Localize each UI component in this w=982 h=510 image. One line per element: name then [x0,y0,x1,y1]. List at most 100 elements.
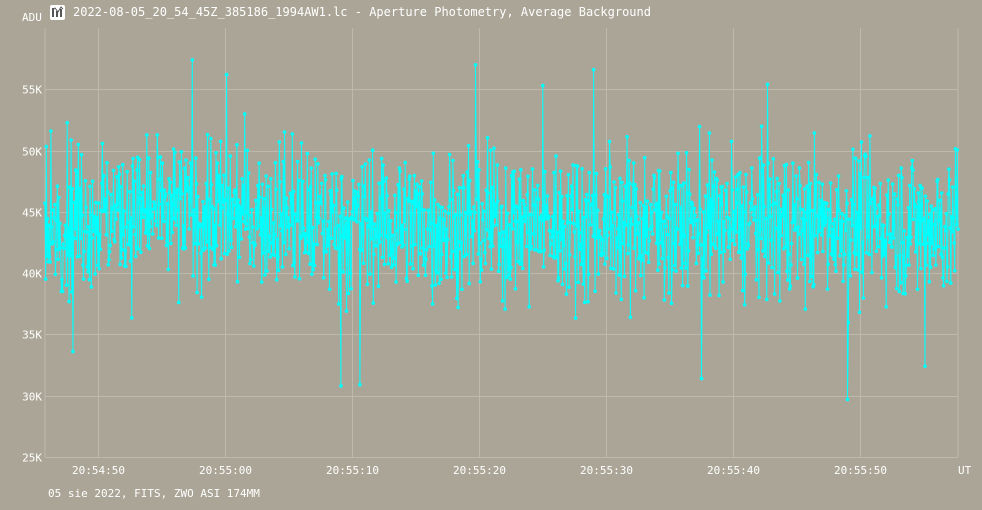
data-point [329,236,334,241]
data-point [193,242,197,246]
data-point [319,181,324,186]
data-point [171,147,176,151]
data-point [576,280,580,285]
data-point [932,247,936,251]
data-point [746,243,751,248]
data-point [391,233,395,238]
data-point [534,248,539,252]
data-point [731,238,735,243]
data-point [395,228,400,233]
data-point [262,196,267,201]
data-point [777,181,781,186]
data-point [644,205,648,210]
data-point [88,213,93,217]
data-point [293,275,297,279]
data-point [857,159,861,163]
data-point [825,287,830,291]
data-point [955,148,960,152]
data-point [254,198,258,203]
data-point [404,227,408,232]
data-point [218,139,223,144]
data-point [701,210,706,214]
data-point [627,158,631,163]
data-point [515,240,520,244]
data-point [517,177,522,181]
data-point [423,273,428,278]
data-point [859,226,863,230]
data-point [420,192,425,196]
data-point [554,255,559,259]
data-point [787,252,791,257]
data-point [751,213,755,217]
data-point [65,120,69,125]
data-point [389,265,394,270]
data-point [130,316,134,320]
data-point [168,180,173,185]
data-point [139,250,143,254]
data-point [500,204,504,209]
data-point [116,165,121,169]
data-point [840,211,844,216]
data-point [699,243,703,247]
data-point [926,218,931,223]
data-point [864,154,868,159]
data-point [945,264,950,269]
data-point [920,186,924,190]
data-point [638,200,642,205]
data-point [512,169,516,174]
data-point [72,200,77,205]
data-point [498,231,502,236]
data-point [289,191,293,195]
data-point [436,202,440,207]
data-point [506,267,511,272]
data-point [156,236,161,240]
data-point [138,196,143,200]
data-point [133,232,137,237]
data-point [406,196,410,201]
data-point [391,263,396,267]
data-point [870,270,874,275]
data-point [402,219,407,224]
data-point [941,284,946,288]
data-point [930,208,935,212]
data-point [257,161,261,165]
data-point [345,221,350,226]
data-point [380,255,385,260]
data-point [145,244,150,248]
data-point [259,280,264,284]
data-point [148,224,152,229]
data-point [120,162,125,167]
data-point [51,208,56,212]
data-point [625,134,629,139]
data-point [199,295,204,299]
data-point [767,183,772,187]
data-point [400,223,405,227]
data-point [680,183,684,188]
data-point [56,195,61,200]
window-title-bar: 2022-08-05_20_54_45Z_385186_1994AW1.lc -… [50,3,651,21]
data-point [465,170,470,174]
data-point [363,194,367,199]
data-point [479,268,484,272]
data-point [82,249,86,254]
data-point [125,169,129,174]
data-point [796,225,800,229]
data-point [660,256,665,261]
data-point [209,182,214,187]
data-point [860,240,865,245]
data-point [312,242,316,246]
data-point [455,296,459,301]
data-point [846,320,851,325]
data-point [58,245,63,250]
data-point [253,242,257,247]
data-point [154,219,158,223]
data-point [620,199,625,203]
data-point [946,192,950,196]
data-point [877,213,882,217]
data-point [530,213,534,217]
data-point [601,252,605,256]
data-point [284,252,288,257]
data-point [470,219,475,223]
data-point [440,252,444,257]
chart-app-icon[interactable] [50,4,65,20]
